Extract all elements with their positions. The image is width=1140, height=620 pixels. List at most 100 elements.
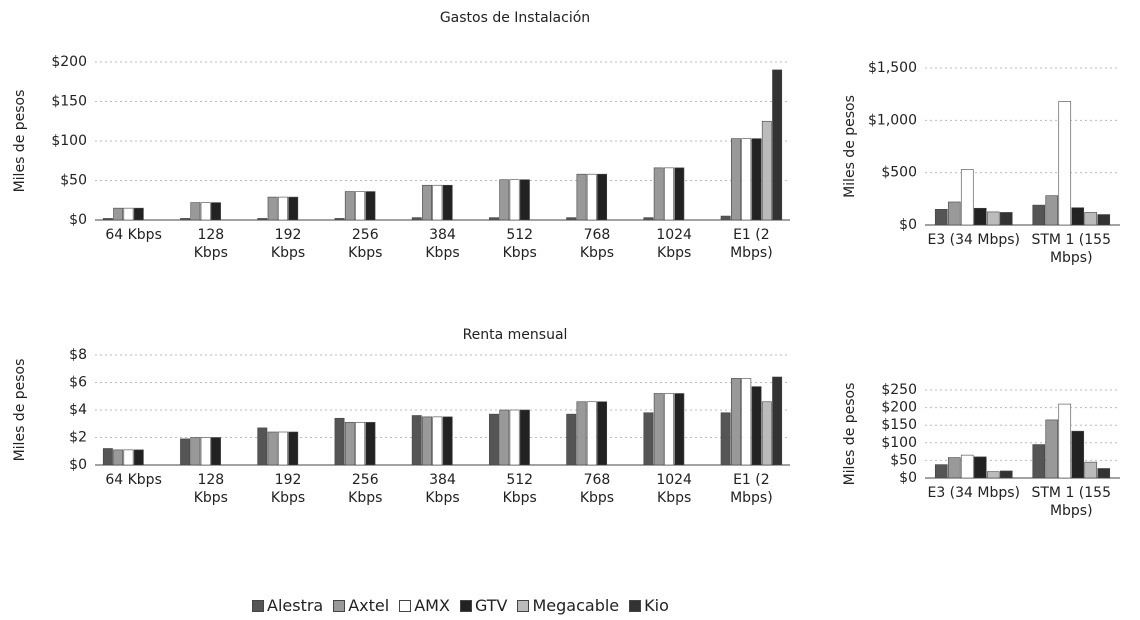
y-tick-label: $0	[69, 457, 87, 473]
legend-label: Alestra	[267, 596, 324, 615]
bar: AMX	[123, 207, 134, 221]
legend-label: Axtel	[348, 596, 390, 615]
legend-label: Megacable	[532, 596, 620, 615]
bar: GTV	[442, 184, 453, 221]
bar: Axtel	[113, 207, 124, 221]
bar: Alestra	[489, 217, 499, 221]
bar: GTV	[973, 207, 987, 226]
bar: Kio	[772, 69, 783, 221]
bar: GTV	[211, 202, 221, 221]
bar: Alestra	[934, 464, 948, 479]
bar: AMX	[664, 393, 674, 466]
x-tick-label: 64 Kbps	[105, 472, 162, 488]
bar: Alestra	[102, 218, 113, 221]
bar: AMX	[586, 401, 597, 466]
bar: AMX	[432, 416, 443, 466]
bar: GTV	[442, 416, 453, 466]
bar: Axtel	[1045, 419, 1059, 479]
legend-item: Megacable	[517, 596, 619, 615]
bar: AMX	[1058, 101, 1072, 226]
bar: Alestra	[180, 438, 191, 466]
bar: Alestra	[180, 218, 191, 221]
bar: Alestra	[257, 427, 268, 466]
legend: Alestra Axtel AMX GTV Megacable Kio	[252, 596, 669, 615]
bar: Axtel	[113, 449, 124, 466]
legend-item: GTV	[459, 596, 508, 615]
y-tick-label: $8	[69, 347, 87, 363]
y-tick-label: $6	[69, 375, 87, 391]
legend-item: Alestra	[252, 596, 323, 615]
bar: Alestra	[566, 217, 577, 221]
bar: Kio	[772, 376, 783, 466]
y-tick-label: $100	[51, 133, 87, 149]
bar: AMX	[960, 454, 974, 479]
bar: Axtel	[267, 431, 278, 466]
legend-label: AMX	[414, 596, 450, 615]
bar: AMX	[741, 138, 752, 221]
bar: Axtel	[422, 184, 433, 221]
bar: Axtel	[344, 191, 355, 221]
x-tick-label: E1 (2 Mbps)	[730, 472, 773, 506]
legend-label: Kio	[644, 596, 669, 615]
chart-title: Renta mensual	[463, 327, 568, 343]
y-tick-label: $250	[881, 382, 917, 398]
y-tick-label: $150	[51, 94, 87, 110]
bar: GTV	[211, 437, 221, 466]
legend-swatch	[459, 599, 472, 612]
bar: AMX	[277, 196, 288, 221]
bar: Alestra	[566, 413, 577, 466]
bar: AMX	[509, 409, 520, 466]
bar: Axtel	[576, 173, 587, 221]
bar: Kio	[1097, 214, 1111, 226]
bar: GTV	[597, 401, 608, 466]
bar: Alestra	[489, 413, 499, 466]
bar: AMX	[741, 378, 752, 466]
bar: GTV	[288, 196, 299, 221]
bar: Axtel	[422, 416, 433, 466]
bar: AMX	[1058, 403, 1072, 479]
x-tick-label: 256 Kbps	[348, 227, 383, 261]
legend-swatch	[333, 599, 346, 612]
bar: Axtel	[190, 202, 201, 221]
y-tick-label: $0	[899, 470, 917, 486]
bar: GTV	[751, 138, 762, 221]
legend-label: GTV	[474, 596, 508, 615]
bar: AMX	[200, 437, 211, 466]
bar: Megacable	[761, 401, 772, 466]
bar: Kio	[1097, 468, 1111, 479]
bar: Kio	[999, 212, 1013, 226]
bar: GTV	[133, 449, 144, 466]
bar: GTV	[597, 173, 608, 221]
x-tick-label: 192 Kbps	[270, 472, 306, 506]
bar: GTV	[674, 167, 685, 221]
bar: Alestra	[411, 217, 422, 221]
bar: AMX	[664, 167, 674, 221]
x-tick-label: 128 Kbps	[193, 227, 228, 261]
bar: Megacable	[761, 120, 772, 221]
y-tick-label: $50	[60, 173, 87, 189]
legend-swatch	[252, 599, 264, 612]
bar: Axtel	[190, 437, 201, 466]
bar: Axtel	[653, 167, 664, 221]
y-tick-label: $200	[51, 54, 87, 70]
bar: AMX	[355, 422, 366, 466]
x-tick-label: 384 Kbps	[425, 472, 460, 506]
bar: Alestra	[720, 412, 731, 466]
x-tick-label: 512 Kbps	[502, 227, 537, 261]
x-tick-label: 384 Kbps	[425, 227, 460, 261]
bar: GTV	[751, 386, 762, 466]
bar: GTV	[365, 191, 376, 221]
y-tick-label: $0	[899, 217, 917, 233]
bar: AMX	[200, 202, 211, 221]
x-tick-label: 768 Kbps	[579, 472, 615, 506]
bar: Axtel	[499, 179, 510, 221]
y-axis-label: Miles de pesos	[12, 90, 28, 193]
bar: GTV	[1071, 430, 1085, 479]
bar: Axtel	[947, 457, 961, 479]
bar: GTV	[674, 393, 685, 466]
x-tick-label: E3 (34 Mbps)	[927, 232, 1021, 248]
legend-item: Axtel	[333, 596, 389, 615]
legend-item: Kio	[629, 596, 669, 615]
x-tick-label: 1024 Kbps	[656, 472, 692, 506]
